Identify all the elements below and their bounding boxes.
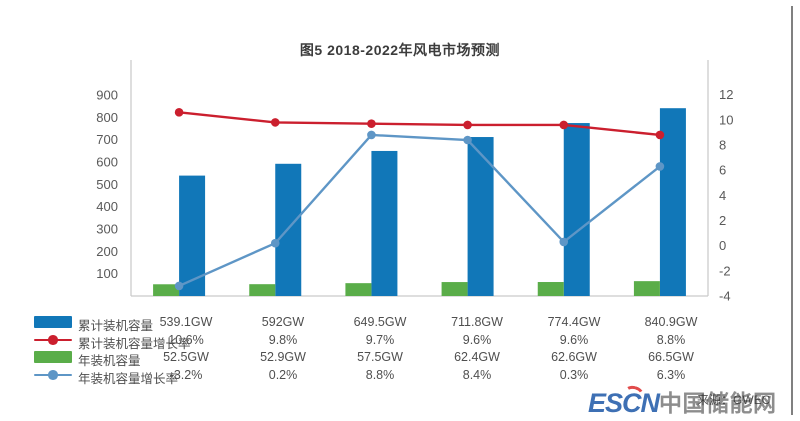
table-value: 52.5GW — [163, 350, 209, 364]
bar-annual-capacity — [249, 284, 276, 296]
logo-letter-c-with-red-arc: C — [622, 388, 641, 418]
right-axis-tick-label: 2 — [719, 213, 726, 228]
table-row: 累计装机容量增长率 10.6% 9.8% 9.7% 9.6% 9.6% 8.8% — [0, 332, 800, 351]
table-value: -3.2% — [169, 367, 203, 382]
right-axis-tick-label: -2 — [719, 263, 731, 278]
marker-cumulative-growth-rate — [270, 118, 280, 127]
table-value: 711.8GW — [451, 315, 503, 329]
legend-swatch-line — [34, 334, 72, 346]
legend-label: 累计装机容量增长率 — [78, 336, 191, 351]
table-value: 8.8% — [365, 367, 395, 382]
left-axis-tick-label: 900 — [96, 88, 118, 103]
legend-swatch-bar — [34, 351, 72, 363]
table-value: 57.5GW — [357, 350, 403, 364]
right-axis-tick-label: 12 — [719, 87, 733, 102]
bar-annual-capacity — [345, 283, 372, 296]
legend-swatch-line — [34, 369, 72, 381]
marker-cumulative-growth-rate — [655, 130, 665, 140]
right-axis-tick-label: -4 — [719, 289, 731, 304]
right-axis-tick-label: 4 — [719, 188, 726, 203]
logo-letters-es: ES — [588, 388, 623, 418]
bar-annual-capacity — [633, 281, 660, 296]
marker-annual-growth-rate — [559, 237, 569, 247]
source-note: 来源：GWEC — [697, 393, 771, 407]
marker-annual-growth-rate — [463, 135, 472, 145]
table-value: 592GW — [261, 315, 305, 329]
table-value: 62.6GW — [551, 350, 597, 364]
bar-cumulative-capacity — [371, 150, 398, 296]
bar-cumulative-capacity — [659, 108, 686, 296]
marker-cumulative-growth-rate — [463, 120, 472, 130]
table-value: 539.1GW — [159, 315, 213, 329]
left-axis-tick-label: 700 — [96, 132, 118, 147]
left-axis-tick-label: 200 — [96, 244, 118, 259]
combo-chart-svg: 100 200 300 400 500 600 700 800 900 12 10 8 6 4 2 0 -2 -4 — [96, 60, 733, 304]
right-axis-tick-label: 8 — [719, 138, 726, 153]
marker-annual-growth-rate — [367, 130, 376, 140]
bar-annual-capacity — [537, 282, 564, 296]
table-value: 0.2% — [268, 367, 298, 382]
bar-annual-capacity — [441, 282, 468, 296]
marker-annual-growth-rate — [174, 281, 184, 291]
left-axis-tick-label: 400 — [96, 199, 118, 214]
left-axis-tick-label: 800 — [96, 110, 118, 125]
table-value: 6.3% — [656, 367, 686, 382]
line-annual-growth-rate — [178, 133, 661, 288]
marker-annual-growth-rate — [655, 162, 665, 171]
table-value: 649.5GW — [353, 315, 407, 329]
logo-letter-n: N — [640, 388, 660, 418]
table-value: 9.6% — [462, 332, 492, 347]
legend-label: 累计装机容量 — [78, 319, 154, 333]
chart-title: 图5 2018-2022年风电市场预测 — [299, 42, 501, 58]
table-value: 66.5GW — [648, 350, 694, 364]
table-row: 年装机容量增长率 -3.2% 0.2% 8.8% 8.4% 0.3% 6.3% — [0, 367, 800, 386]
left-axis-tick-label: 600 — [96, 155, 118, 170]
table-value: 10.6% — [168, 332, 204, 347]
image-right-border — [791, 6, 793, 415]
left-axis-tick-label: 500 — [96, 177, 118, 192]
legend-label: 年装机容量 — [78, 354, 141, 368]
right-axis-tick-label: 10 — [719, 112, 733, 127]
bar-cumulative-capacity — [563, 123, 590, 297]
left-axis-tick-label: 300 — [96, 222, 118, 237]
bar-annual-capacity — [153, 284, 180, 296]
bar-cumulative-capacity — [467, 137, 494, 296]
table-value: 774.4GW — [547, 315, 601, 329]
logo-chinese-text: 中国储能网 — [659, 390, 777, 416]
escn-logo-text: ESCN — [588, 388, 660, 418]
table-value: 62.4GW — [454, 350, 500, 364]
table-value: 52.9GW — [260, 350, 306, 364]
legend-swatch-bar — [34, 316, 72, 328]
legend-label: 年装机容量增长率 — [78, 371, 179, 386]
left-axis-tick-label: 100 — [96, 266, 118, 281]
table-value: 8.8% — [656, 332, 686, 347]
right-axis-tick-label: 6 — [719, 163, 726, 178]
legend-dot-glyph — [48, 335, 58, 345]
table-value: 8.4% — [462, 367, 492, 382]
legend-dot-glyph — [48, 370, 58, 380]
marker-cumulative-growth-rate — [367, 119, 376, 128]
table-value: 9.8% — [268, 332, 298, 347]
table-row: 年装机容量 52.5GW 52.9GW 57.5GW 62.4GW 62.6GW 66.5G… — [0, 349, 800, 368]
marker-cumulative-growth-rate — [174, 108, 184, 117]
marker-annual-growth-rate — [270, 238, 280, 248]
escn-logo: ESCN中国储能网 — [588, 384, 777, 419]
table-value: 0.3% — [559, 367, 589, 382]
table-row: 累计装机容量 539.1GW 592GW 649.5GW 711.8GW 774.4GW 8… — [0, 314, 800, 333]
bar-cumulative-capacity — [179, 175, 206, 296]
right-axis-tick-label: 0 — [719, 238, 726, 253]
legend-table: 累计装机容量 539.1GW 592GW 649.5GW 711.8GW 774.4GW 8… — [0, 314, 800, 386]
table-value: 840.9GW — [644, 315, 698, 329]
table-value: 9.7% — [365, 332, 395, 347]
marker-cumulative-growth-rate — [559, 120, 569, 130]
line-cumulative-growth-rate — [178, 111, 661, 137]
table-value: 9.6% — [559, 332, 589, 347]
